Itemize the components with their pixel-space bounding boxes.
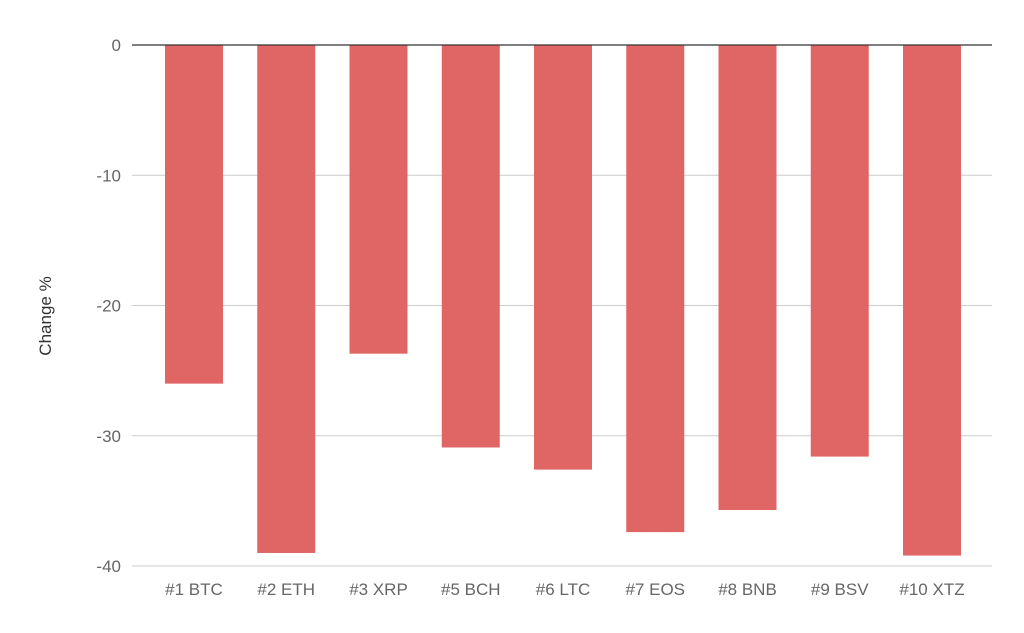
y-tick-label: -40: [96, 557, 121, 576]
x-tick-label: #6 LTC: [536, 580, 591, 599]
y-tick-label: 0: [112, 36, 121, 55]
x-tick-label: #7 EOS: [625, 580, 685, 599]
x-tick-labels: #1 BTC #2 ETH #3 XRP #5 BCH #6 LTC #7 EOS #8 B…: [165, 580, 964, 599]
bar: [349, 45, 408, 354]
x-tick-label: #2 ETH: [257, 580, 315, 599]
bar: [626, 45, 685, 533]
bar: [810, 45, 869, 457]
x-tick-label: #10 XTZ: [899, 580, 964, 599]
bar: [718, 45, 777, 510]
bar: [903, 45, 961, 556]
x-tick-label: #3 XRP: [349, 580, 408, 599]
y-tick-label: -30: [96, 427, 121, 446]
bar: [534, 45, 592, 470]
bar: [441, 45, 500, 448]
bars: [165, 45, 961, 556]
bar: [257, 45, 316, 553]
y-tick-label: -10: [96, 166, 121, 185]
y-tick-labels: 0 -10 -20 -30 -40: [96, 36, 121, 576]
y-axis-title: Change %: [36, 276, 55, 355]
x-tick-label: #1 BTC: [165, 580, 223, 599]
y-tick-label: -20: [96, 297, 121, 316]
x-tick-label: #5 BCH: [441, 580, 501, 599]
x-tick-label: #9 BSV: [811, 580, 869, 599]
x-tick-label: #8 BNB: [718, 580, 777, 599]
bar: [165, 45, 223, 384]
